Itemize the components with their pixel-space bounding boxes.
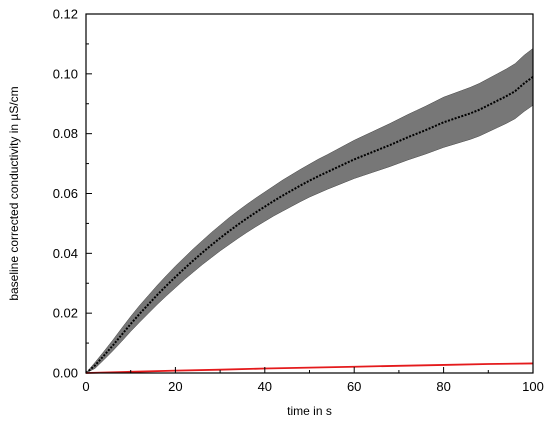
- x-tick-label: 60: [347, 379, 361, 394]
- series-0-line: [85, 76, 534, 374]
- x-tick-label: 20: [168, 379, 182, 394]
- y-tick-labels: 0.00 0.02 0.04 0.06 0.08 0.10 0.12: [53, 7, 78, 381]
- series-1-line: [85, 362, 534, 374]
- y-tick-label: 0.00: [53, 366, 78, 381]
- x-axis-title: time in s: [287, 404, 332, 418]
- x-tick-label: 100: [522, 379, 544, 394]
- series-layer: [85, 76, 534, 374]
- y-tick-label: 0.02: [53, 306, 78, 321]
- y-tick-label: 0.06: [53, 186, 78, 201]
- x-tick-label: 80: [436, 379, 450, 394]
- x-tick-labels: 0 20 40 60 80 100: [82, 379, 543, 394]
- x-tick-label: 0: [82, 379, 89, 394]
- y-tick-label: 0.10: [53, 66, 78, 81]
- tick-layer: [85, 13, 534, 374]
- y-tick-label: 0.08: [53, 126, 78, 141]
- y-tick-label: 0.12: [53, 7, 78, 22]
- x-tick-label: 40: [258, 379, 272, 394]
- y-tick-label: 0.04: [53, 246, 78, 261]
- y-axis-title: baseline corrected conductivity in µS/cm: [7, 86, 21, 300]
